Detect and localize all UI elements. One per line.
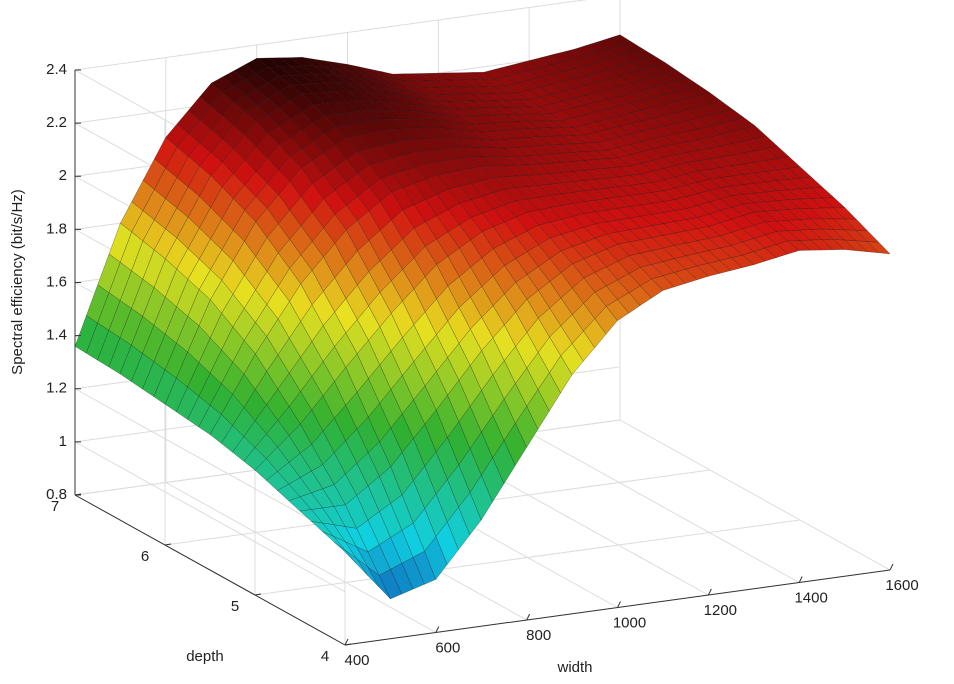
x-tick-label: 1000	[613, 614, 646, 631]
surface	[74, 34, 891, 600]
z-tick-label: 0.8	[46, 486, 67, 503]
y-tick	[254, 593, 262, 596]
z-tick-label: 2.4	[46, 61, 67, 78]
z-axis-label: Spectral efficiency (bit/s/Hz)	[9, 189, 26, 375]
y-tick	[74, 493, 82, 496]
z-tick-label: 2.2	[46, 114, 67, 131]
axes-front: 0.8 1 1.2 1.4 1.6 1.8 2 2.2 2.4 400 600 800 1000 1200…	[46, 61, 919, 669]
y-axis	[74, 494, 346, 646]
y-tick-label: 7	[51, 498, 59, 515]
y-tick-label: 5	[231, 598, 239, 615]
x-tick	[617, 601, 621, 608]
y-tick-label: 4	[321, 648, 329, 665]
y-tick	[164, 543, 172, 546]
x-tick-label: 1600	[885, 577, 918, 594]
z-tick-label: 1.8	[46, 220, 67, 237]
grid-line	[528, 432, 800, 583]
surface-patch	[866, 241, 891, 255]
x-tick-label: 800	[526, 627, 551, 644]
x-tick	[707, 588, 712, 596]
z-tick-label: 1.2	[46, 380, 67, 397]
x-tick	[798, 576, 803, 583]
x-axis-label: width	[556, 659, 592, 676]
x-tick	[526, 613, 531, 621]
grid-line	[74, 441, 346, 593]
x-tick-label: 600	[435, 639, 460, 656]
grid-line	[619, 419, 891, 571]
grid-line	[254, 519, 801, 596]
grid-line	[165, 482, 437, 633]
z-tick-label: 2	[59, 167, 67, 184]
x-axis	[344, 569, 891, 646]
x-tick-label: 1200	[704, 602, 737, 619]
x-tick	[344, 638, 349, 646]
y-axis-label: depth	[186, 648, 224, 665]
grid-line	[74, 388, 346, 540]
x-tick	[435, 626, 440, 633]
x-tick-label: 1400	[794, 589, 827, 606]
y-tick-label: 6	[141, 548, 149, 565]
x-tick	[889, 563, 894, 571]
z-tick-label: 1.6	[46, 273, 67, 290]
z-tick-label: 1	[59, 433, 67, 450]
z-tick-label: 1.4	[46, 327, 67, 344]
x-tick-label: 400	[344, 652, 369, 669]
